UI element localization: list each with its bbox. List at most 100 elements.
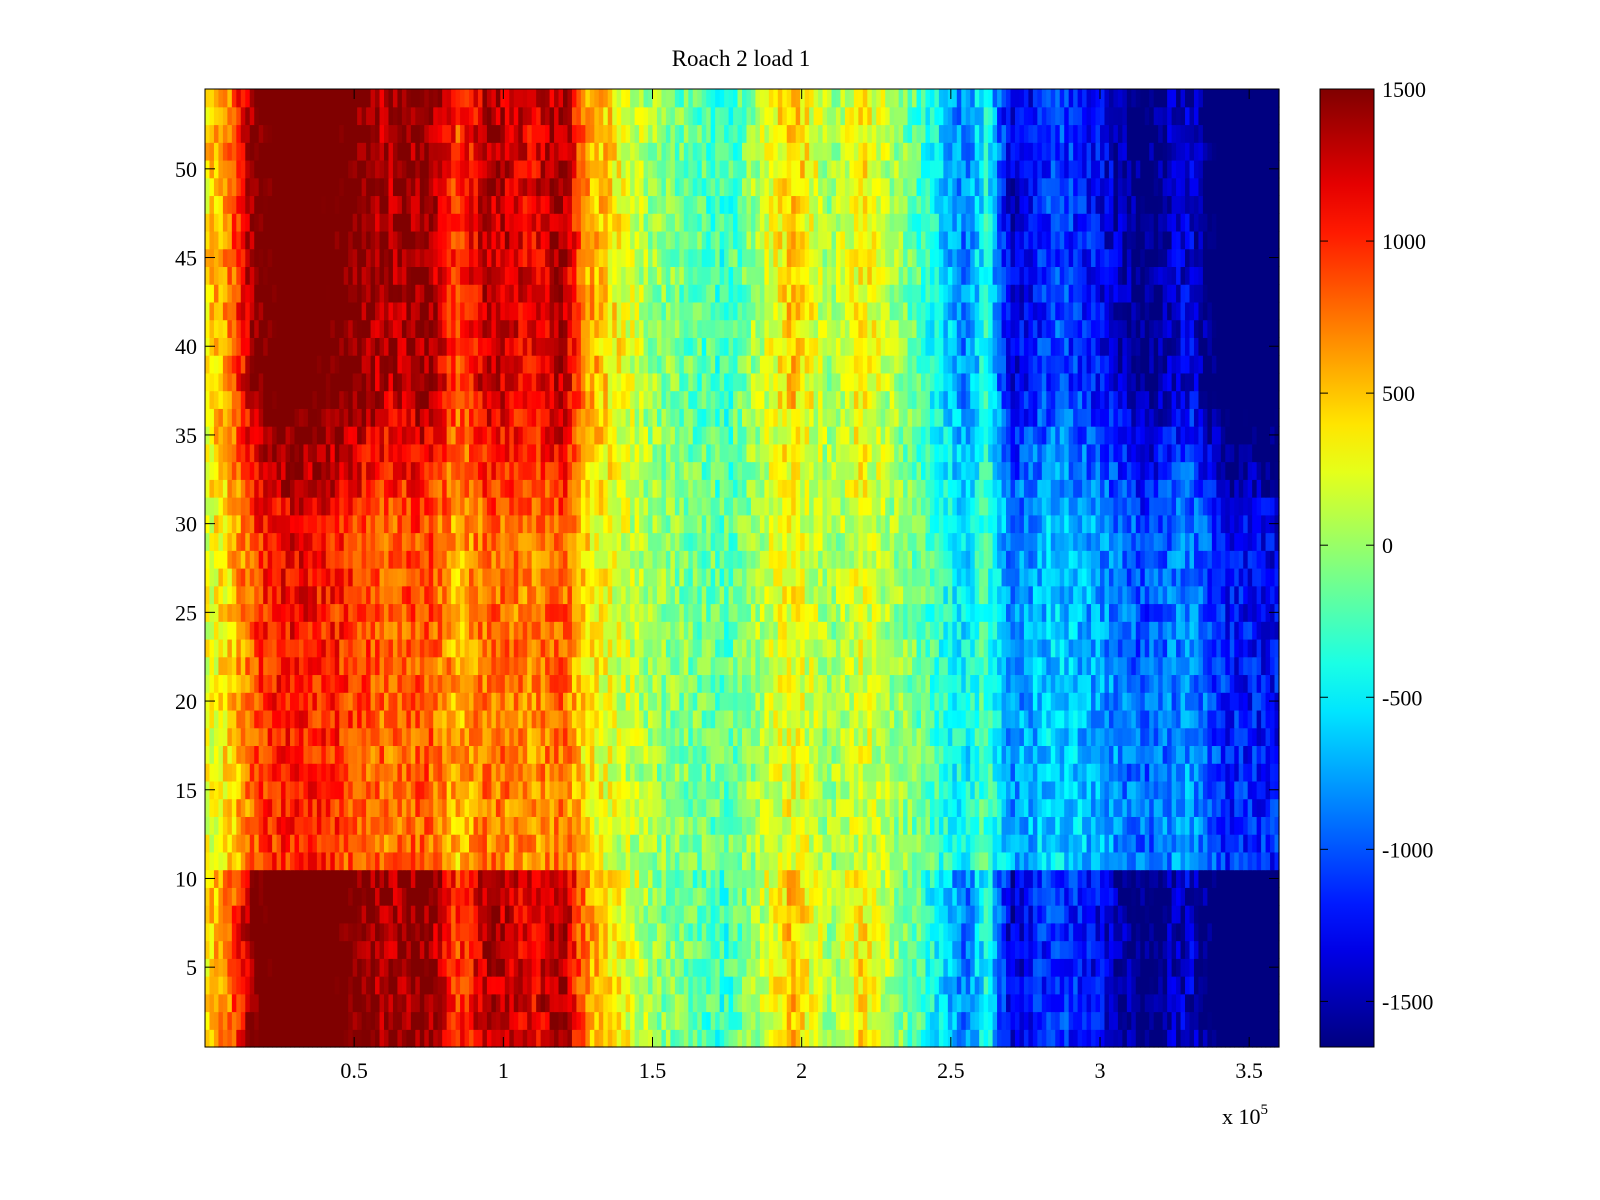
heatmap-cell xyxy=(580,958,586,977)
heatmap-cell xyxy=(867,709,873,729)
heatmap-cell xyxy=(1082,692,1088,711)
heatmap-cell xyxy=(1095,851,1101,871)
heatmap-cell xyxy=(285,798,291,817)
heatmap-cell xyxy=(325,887,331,906)
heatmap-cell xyxy=(1113,692,1119,711)
heatmap-cell xyxy=(1238,834,1244,853)
heatmap-cell xyxy=(410,922,416,942)
heatmap-cell xyxy=(1019,1029,1025,1048)
heatmap-cell xyxy=(531,780,537,800)
heatmap-cell xyxy=(706,905,712,924)
heatmap-cell xyxy=(715,727,721,747)
heatmap-cell xyxy=(1274,727,1280,747)
heatmap-cell xyxy=(768,1011,774,1030)
heatmap-cell xyxy=(974,709,980,729)
heatmap-cell xyxy=(612,887,618,906)
heatmap-cell xyxy=(710,887,716,906)
heatmap-cell xyxy=(285,905,291,924)
heatmap-cell xyxy=(446,958,452,977)
heatmap-cell xyxy=(862,958,868,977)
heatmap-cell xyxy=(554,887,560,906)
heatmap-cell xyxy=(410,851,416,871)
heatmap-cell xyxy=(862,905,868,924)
heatmap-cell xyxy=(1140,709,1146,729)
heatmap-cell xyxy=(858,1029,864,1048)
heatmap-cell xyxy=(827,1011,833,1030)
heatmap-cell xyxy=(1185,780,1191,800)
heatmap-cell xyxy=(652,976,658,995)
heatmap-cell xyxy=(554,905,560,924)
heatmap-cell xyxy=(992,727,998,747)
heatmap-cell xyxy=(410,940,416,959)
heatmap-cell xyxy=(222,727,228,747)
heatmap-cell xyxy=(321,940,327,959)
heatmap-cell xyxy=(898,922,904,942)
heatmap-cell xyxy=(929,798,936,817)
heatmap-cell xyxy=(1117,780,1123,800)
heatmap-cell xyxy=(401,905,407,924)
heatmap-cell xyxy=(853,993,859,1013)
heatmap-cell xyxy=(1095,727,1101,747)
heatmap-cell xyxy=(285,834,291,853)
heatmap-cell xyxy=(1140,887,1146,906)
heatmap-cell xyxy=(330,780,336,800)
heatmap-cell xyxy=(1001,976,1007,995)
heatmap-cell xyxy=(312,922,318,942)
heatmap-cell xyxy=(558,816,564,835)
heatmap-cell xyxy=(473,887,479,906)
heatmap-cell xyxy=(970,922,976,942)
heatmap-cell xyxy=(384,745,390,764)
heatmap-cell xyxy=(1122,727,1128,747)
heatmap-cell xyxy=(1032,993,1038,1013)
heatmap-cell xyxy=(348,976,354,995)
heatmap-cell xyxy=(616,834,622,853)
heatmap-cell xyxy=(1131,993,1137,1013)
heatmap-cell xyxy=(460,816,466,835)
heatmap-cell xyxy=(249,958,255,977)
heatmap-cell xyxy=(724,887,730,906)
heatmap-cell xyxy=(1193,834,1200,853)
heatmap-cell xyxy=(455,798,461,817)
heatmap-cell xyxy=(1167,976,1173,995)
heatmap-cell xyxy=(661,940,667,959)
heatmap-cell xyxy=(357,763,363,782)
heatmap-cell xyxy=(504,780,510,800)
heatmap-cell xyxy=(263,958,269,977)
heatmap-cell xyxy=(961,780,967,800)
heatmap-cell xyxy=(419,692,425,711)
heatmap-cell xyxy=(384,816,390,835)
heatmap-cell xyxy=(460,851,466,871)
heatmap-cell xyxy=(750,922,757,942)
heatmap-cell xyxy=(818,763,824,782)
heatmap-cell xyxy=(285,1011,291,1030)
heatmap-cell xyxy=(1014,745,1021,764)
heatmap-cell xyxy=(460,869,466,888)
heatmap-cell xyxy=(782,922,788,942)
heatmap-cell xyxy=(1171,851,1177,871)
heatmap-cell xyxy=(446,834,452,853)
heatmap-cell xyxy=(1010,1011,1016,1030)
heatmap-cell xyxy=(1019,851,1025,871)
heatmap-cell xyxy=(786,763,792,782)
heatmap-cell xyxy=(679,1011,685,1030)
heatmap-cell xyxy=(907,940,913,959)
heatmap-cell xyxy=(706,780,712,800)
heatmap-cell xyxy=(719,976,725,995)
heatmap-cell xyxy=(312,816,318,835)
heatmap-cell xyxy=(853,692,859,711)
heatmap-cell xyxy=(540,887,546,906)
heatmap-cell xyxy=(683,922,689,942)
heatmap-cell xyxy=(773,745,779,764)
heatmap-cell xyxy=(929,851,936,871)
heatmap-cell xyxy=(1225,727,1231,747)
heatmap-cell xyxy=(670,976,676,995)
heatmap-cell xyxy=(1220,940,1226,959)
heatmap-cell xyxy=(894,692,900,711)
heatmap-cell xyxy=(894,869,900,888)
heatmap-cell xyxy=(500,869,506,888)
heatmap-cell xyxy=(531,958,537,977)
heatmap-cell xyxy=(773,1011,779,1030)
heatmap-cell xyxy=(240,798,246,817)
heatmap-cell xyxy=(912,976,918,995)
heatmap-cell xyxy=(773,887,779,906)
